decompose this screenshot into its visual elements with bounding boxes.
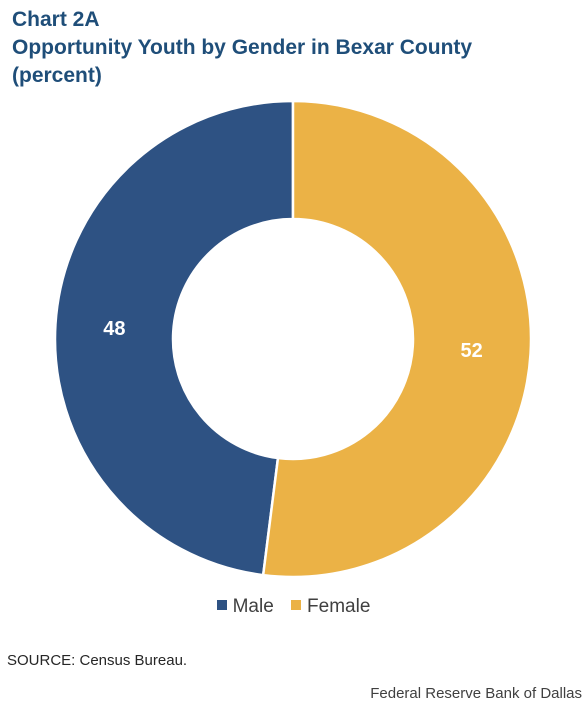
legend-label-male: Male <box>232 596 274 617</box>
source-note: SOURCE: Census Bureau. <box>7 652 188 669</box>
legend-label-female: Female <box>307 596 371 617</box>
data-label-female: 52 <box>461 340 483 362</box>
chart-title-line-2: Opportunity Youth by Gender in Bexar Cou… <box>12 36 473 59</box>
chart-legend: Male Female <box>0 596 587 618</box>
legend-item-female: Female <box>291 596 370 618</box>
chart-title-line-3: (percent) <box>12 64 102 87</box>
data-label-male: 48 <box>103 318 125 340</box>
legend-swatch-female <box>291 600 302 610</box>
legend-swatch-male <box>216 600 227 610</box>
donut-slice-female <box>261 99 533 579</box>
chart-title: Chart 2A Opportunity Youth by Gender in … <box>12 6 472 90</box>
credit-line: Federal Reserve Bank of Dallas <box>370 685 582 702</box>
legend-item-male: Male <box>216 596 274 618</box>
donut-slice-male <box>53 99 295 577</box>
chart-title-line-1: Chart 2A <box>12 8 100 31</box>
